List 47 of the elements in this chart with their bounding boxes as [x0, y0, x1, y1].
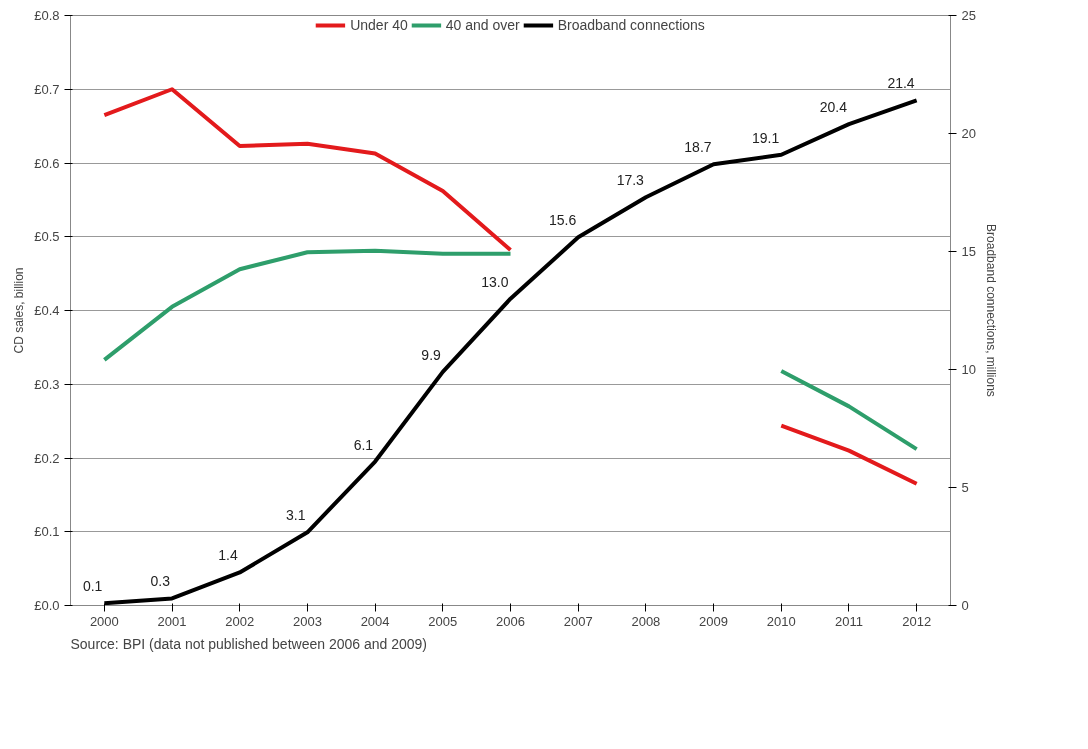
x-tick-label: 2003: [292, 613, 322, 629]
data-label: 6.1: [353, 436, 374, 453]
legend-label: 40 and over: [445, 17, 520, 33]
y2-tick-label: 15: [961, 244, 976, 259]
legend-label: Under 40: [350, 17, 408, 33]
x-tick-label: 2005: [428, 613, 458, 629]
legend-label: Broadband connections: [557, 17, 705, 33]
y2-tick-label: 0: [961, 598, 969, 613]
data-label: 0.1: [82, 578, 103, 595]
data-label: 9.9: [421, 346, 442, 363]
x-tick-label: 2008: [631, 613, 661, 629]
x-tick-label: 2009: [699, 613, 729, 629]
data-label: 3.1: [285, 507, 306, 524]
data-label: 15.6: [548, 212, 577, 229]
y-tick-label: £0.5: [34, 229, 60, 245]
x-tick-label: 2010: [766, 613, 796, 629]
y-tick-label: £0.4: [34, 303, 60, 318]
y2-tick-label: 25: [961, 8, 976, 23]
x-tick-label: 2004: [360, 613, 390, 629]
y-tick-label: £0.7: [34, 81, 60, 97]
data-label: 17.3: [616, 172, 645, 189]
data-label: 13.0: [481, 273, 509, 290]
y-tick-label: £0.1: [34, 524, 60, 540]
data-label: 0.3: [150, 573, 171, 590]
data-label: 18.7: [684, 139, 712, 156]
x-tick-label: 2011: [834, 613, 863, 629]
data-label: 20.4: [819, 99, 848, 116]
data-label: 21.4: [887, 75, 915, 92]
x-tick-label: 2001: [157, 613, 187, 629]
x-tick-label: 2000: [89, 613, 119, 629]
x-tick-label: 2002: [225, 613, 255, 629]
source-note: Source: BPI (data not published between 2006 and 2009): [70, 635, 427, 652]
y2-tick-label: 10: [961, 362, 976, 377]
y-axis-title: CD sales, billion: [12, 267, 27, 354]
y-tick-label: £0.8: [34, 8, 60, 23]
x-tick-label: 2006: [496, 613, 525, 629]
y-tick-label: £0.6: [34, 155, 60, 171]
y2-axis-title: Broadband connections, millions: [983, 224, 998, 397]
y2-tick-label: 20: [961, 126, 976, 141]
y-tick-label: £0.0: [34, 598, 60, 613]
data-label: 1.4: [218, 547, 238, 564]
x-tick-label: 2007: [563, 613, 593, 629]
y-tick-label: £0.3: [34, 376, 60, 392]
x-tick-label: 2012: [902, 613, 932, 629]
data-label: 19.1: [752, 129, 780, 146]
y-tick-label: £0.2: [34, 450, 60, 466]
y2-tick-label: 5: [961, 480, 969, 495]
